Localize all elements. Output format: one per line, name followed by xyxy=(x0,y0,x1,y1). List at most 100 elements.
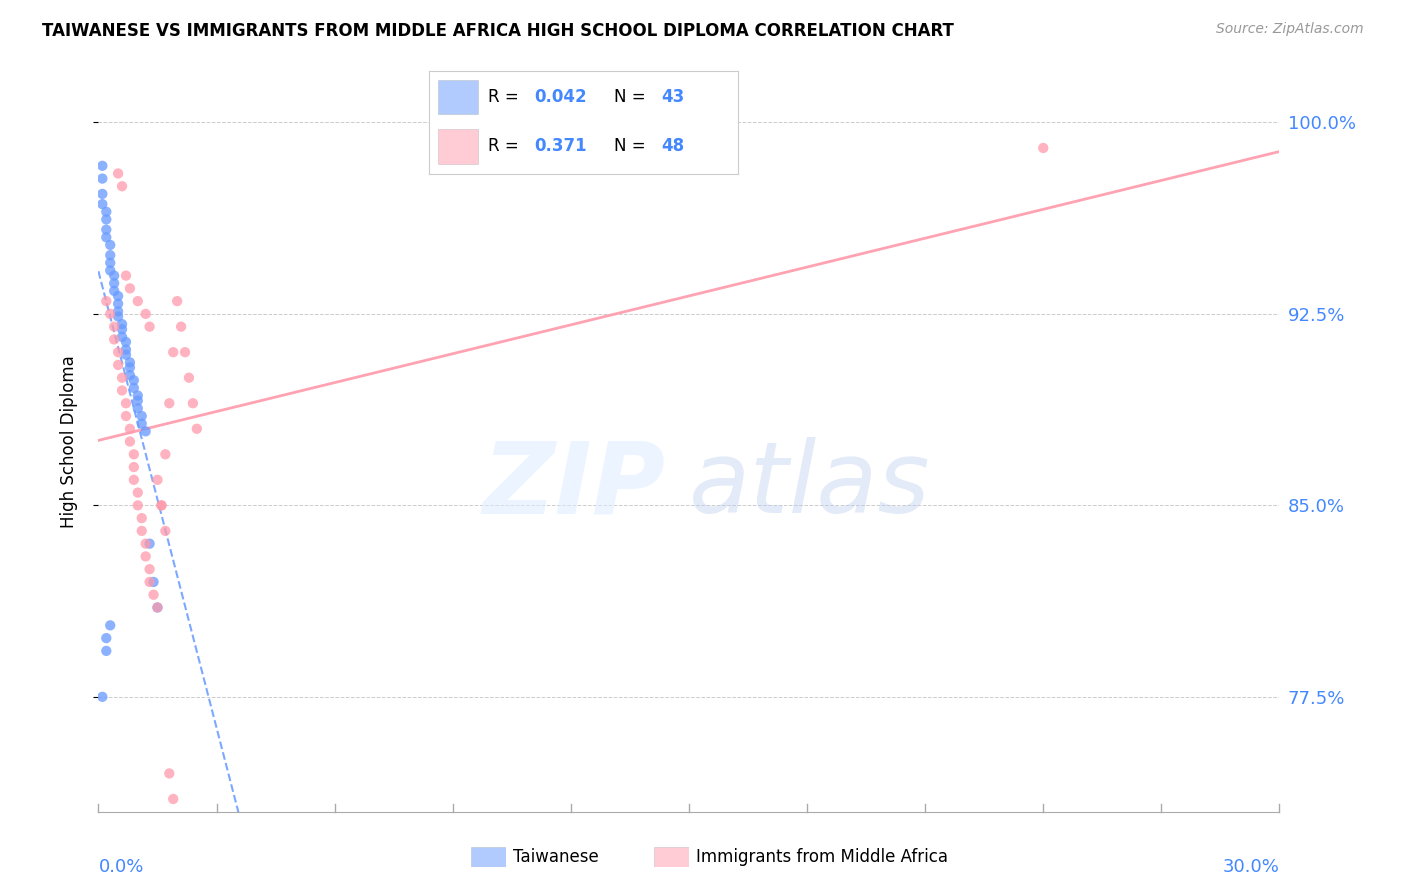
Point xyxy=(107,166,129,180)
Point xyxy=(111,330,134,344)
Text: atlas: atlas xyxy=(689,437,931,534)
Text: Source: ZipAtlas.com: Source: ZipAtlas.com xyxy=(1216,22,1364,37)
Point xyxy=(135,425,157,439)
Point xyxy=(127,393,149,408)
Point xyxy=(118,281,141,295)
Point xyxy=(122,373,145,387)
Point xyxy=(162,792,184,806)
Point xyxy=(186,422,208,436)
Point xyxy=(127,388,149,402)
Point xyxy=(115,348,138,362)
Point xyxy=(135,307,157,321)
Point xyxy=(150,499,173,513)
Point xyxy=(103,284,125,298)
Point xyxy=(127,294,149,309)
Point xyxy=(138,536,160,550)
Point xyxy=(150,499,173,513)
Point xyxy=(111,322,134,336)
Point xyxy=(146,473,169,487)
Point xyxy=(96,631,118,645)
Point xyxy=(96,230,118,244)
Text: 48: 48 xyxy=(661,137,683,155)
Point xyxy=(91,690,114,704)
Point xyxy=(138,574,160,589)
Point xyxy=(181,396,204,410)
Point xyxy=(127,485,149,500)
Point xyxy=(96,644,118,658)
Point xyxy=(103,268,125,283)
Point xyxy=(115,409,138,423)
Point xyxy=(118,422,141,436)
Text: N =: N = xyxy=(614,137,651,155)
Point xyxy=(131,417,153,431)
Point xyxy=(107,358,129,372)
Point xyxy=(91,171,114,186)
Y-axis label: High School Diploma: High School Diploma xyxy=(59,355,77,528)
Point xyxy=(142,574,165,589)
Text: Taiwanese: Taiwanese xyxy=(513,848,599,866)
Text: 0.042: 0.042 xyxy=(534,88,586,106)
Text: TAIWANESE VS IMMIGRANTS FROM MIDDLE AFRICA HIGH SCHOOL DIPLOMA CORRELATION CHART: TAIWANESE VS IMMIGRANTS FROM MIDDLE AFRI… xyxy=(42,22,955,40)
Point xyxy=(115,396,138,410)
Point xyxy=(122,381,145,395)
Point xyxy=(174,345,197,359)
Point xyxy=(122,473,145,487)
Point xyxy=(115,343,138,357)
Point xyxy=(96,204,118,219)
Point xyxy=(96,222,118,236)
Point xyxy=(98,307,121,321)
Point xyxy=(118,355,141,369)
Point xyxy=(111,317,134,331)
Point xyxy=(131,409,153,423)
Point xyxy=(103,319,125,334)
Point xyxy=(107,310,129,324)
Point xyxy=(131,511,153,525)
Text: 43: 43 xyxy=(661,88,685,106)
Point xyxy=(103,277,125,291)
Point xyxy=(98,248,121,262)
Point xyxy=(157,396,180,410)
Point xyxy=(122,447,145,461)
Point xyxy=(177,370,200,384)
Point xyxy=(138,319,160,334)
Point xyxy=(155,524,177,538)
Point xyxy=(135,536,157,550)
Point xyxy=(118,360,141,375)
FancyBboxPatch shape xyxy=(439,128,478,163)
Text: R =: R = xyxy=(488,137,523,155)
Point xyxy=(96,294,118,309)
Point xyxy=(157,766,180,780)
Point xyxy=(155,447,177,461)
Point xyxy=(142,588,165,602)
Point xyxy=(146,600,169,615)
Point xyxy=(122,460,145,475)
Point xyxy=(91,186,114,201)
Point xyxy=(138,562,160,576)
Text: ZIP: ZIP xyxy=(482,437,665,534)
Text: 0.371: 0.371 xyxy=(534,137,586,155)
Point xyxy=(98,238,121,252)
Point xyxy=(107,296,129,310)
Point xyxy=(135,549,157,564)
Point xyxy=(146,600,169,615)
Point xyxy=(166,294,188,309)
Text: 0.0%: 0.0% xyxy=(98,858,143,876)
Point xyxy=(98,263,121,277)
FancyBboxPatch shape xyxy=(439,79,478,114)
Text: Immigrants from Middle Africa: Immigrants from Middle Africa xyxy=(696,848,948,866)
Point xyxy=(115,334,138,349)
Text: R =: R = xyxy=(488,88,523,106)
Point xyxy=(127,499,149,513)
Point xyxy=(98,256,121,270)
Point xyxy=(111,370,134,384)
Point xyxy=(111,384,134,398)
Point xyxy=(131,524,153,538)
FancyBboxPatch shape xyxy=(471,847,506,867)
Point xyxy=(162,345,184,359)
FancyBboxPatch shape xyxy=(654,847,689,867)
Point xyxy=(118,368,141,383)
Point xyxy=(107,289,129,303)
Point xyxy=(111,179,134,194)
Text: N =: N = xyxy=(614,88,651,106)
Point xyxy=(1032,141,1054,155)
